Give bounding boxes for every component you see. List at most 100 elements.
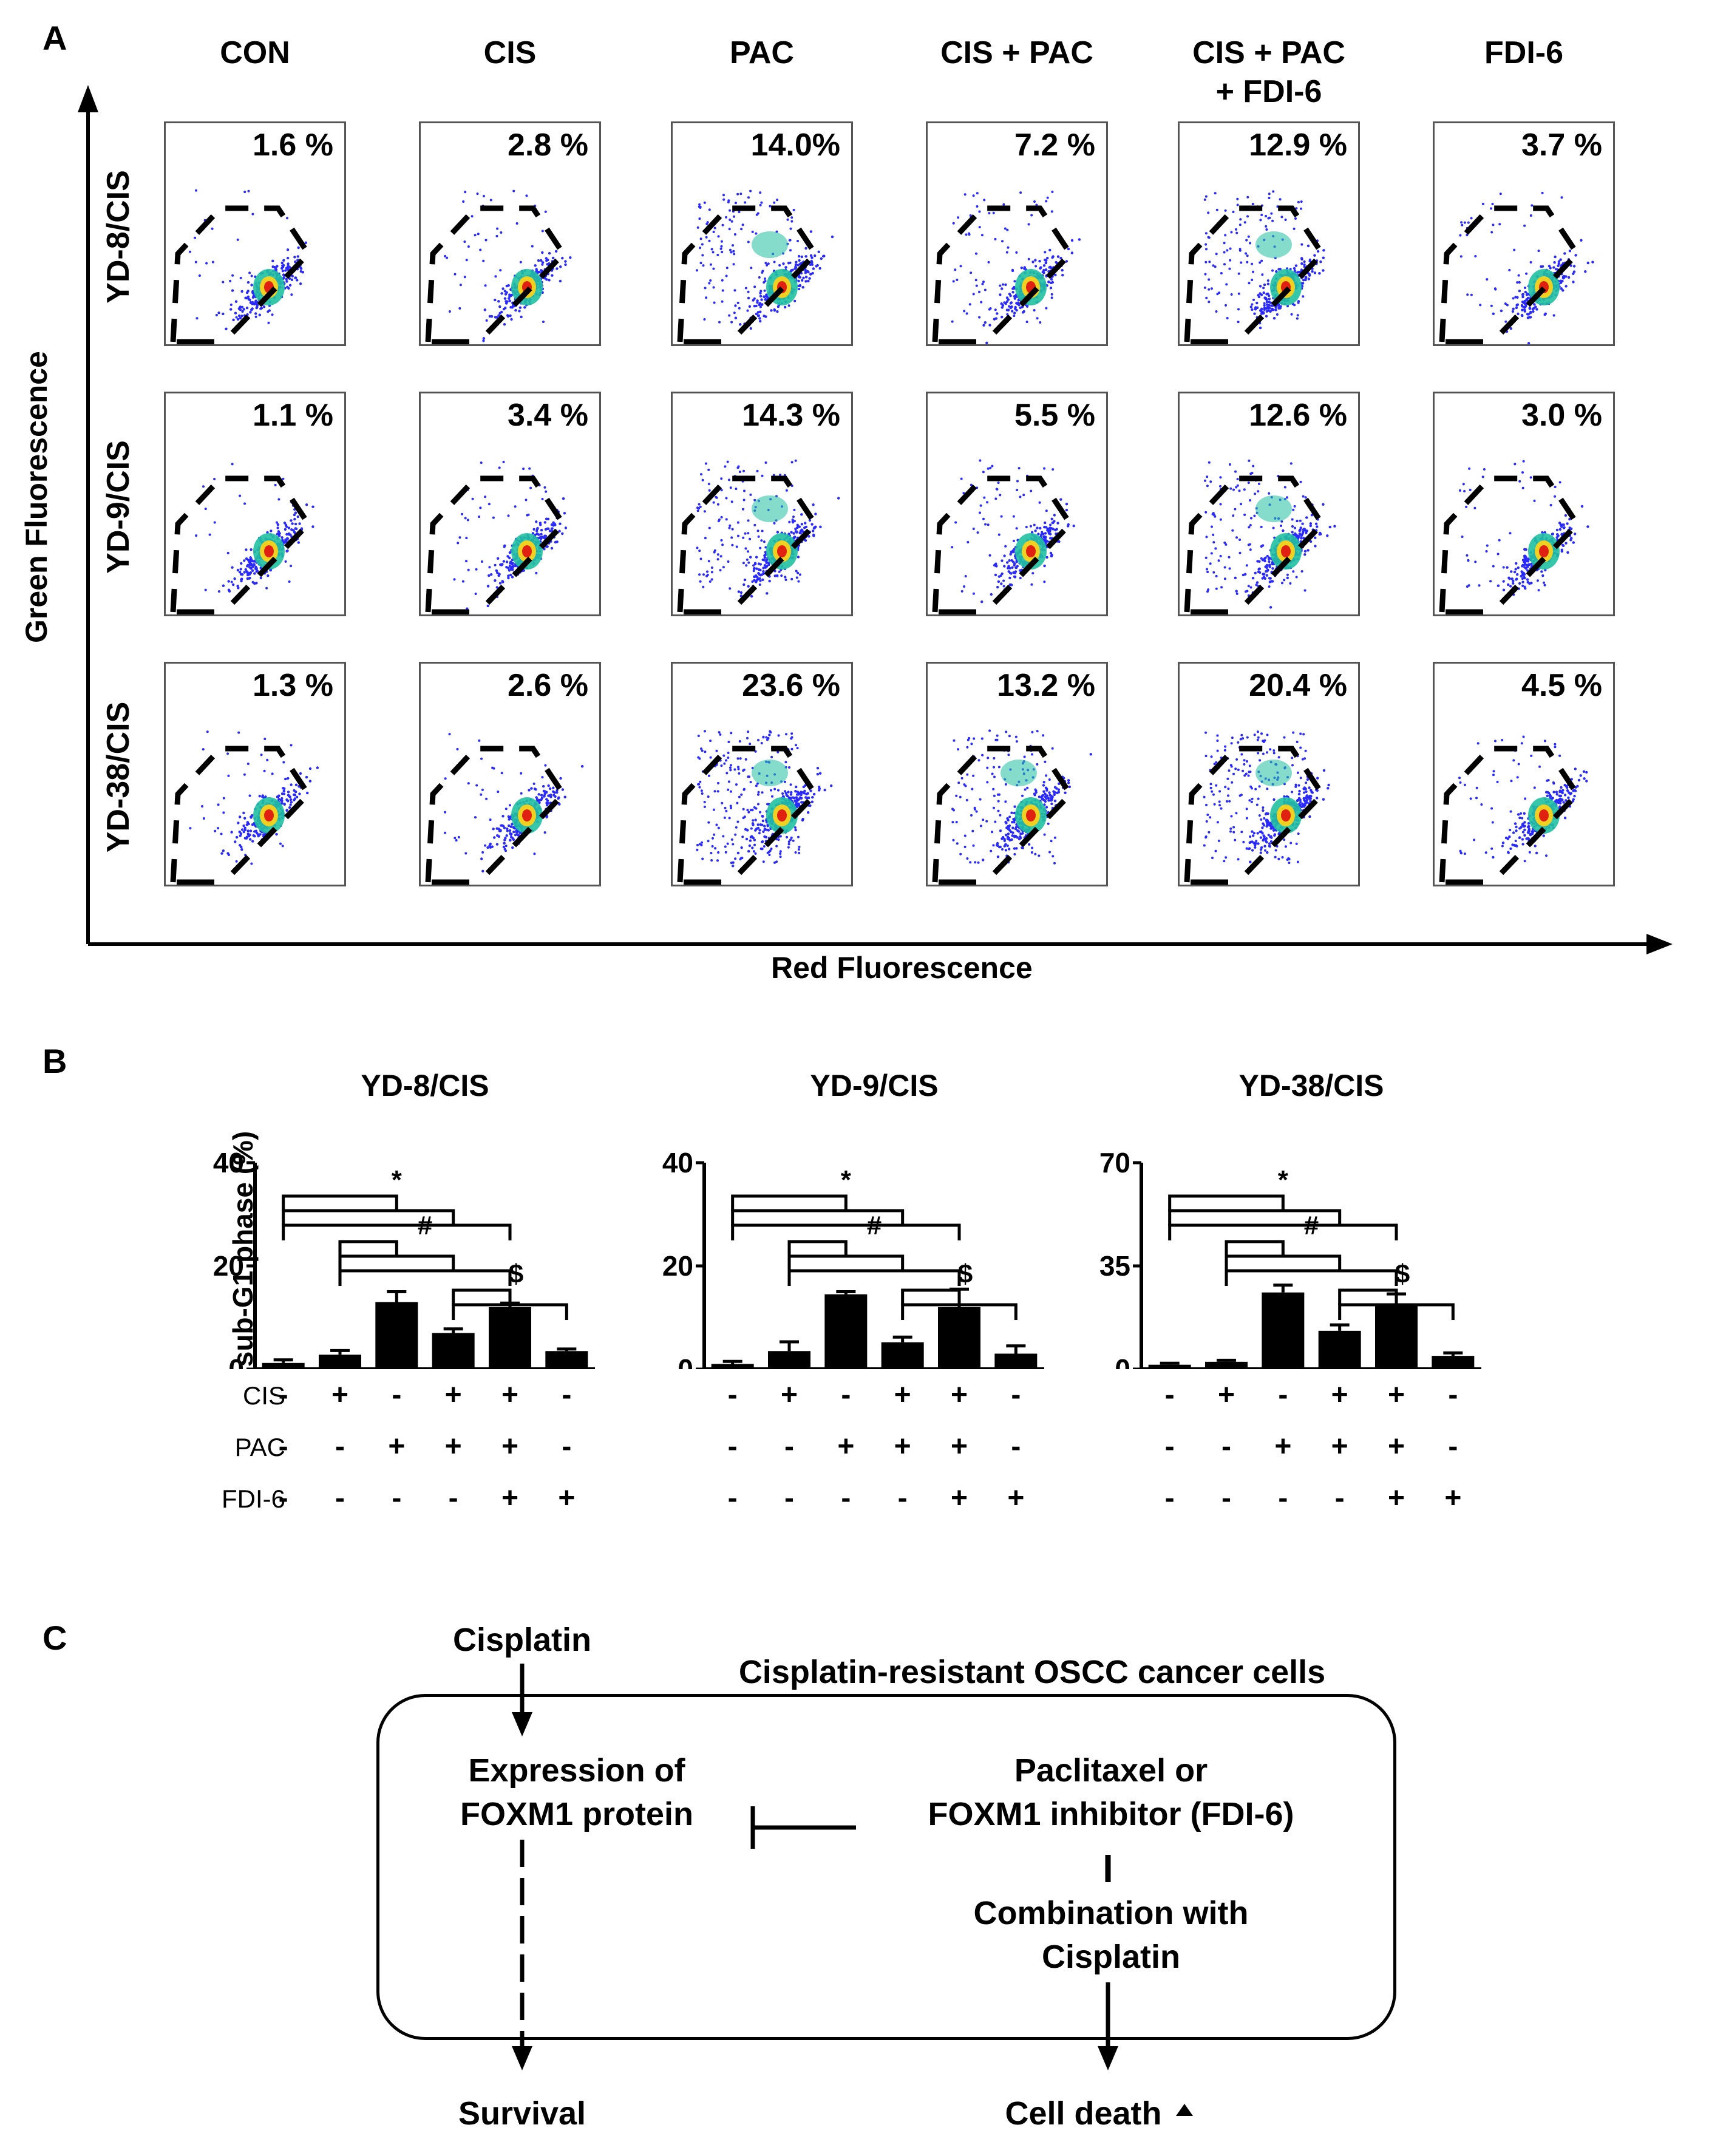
treatment-sign: - — [1278, 1379, 1288, 1411]
flow-cytometry-plot: 13.2 % — [926, 662, 1108, 886]
y-tick-label: 0 — [678, 1353, 693, 1369]
bar — [489, 1307, 531, 1369]
flow-cytometry-plot: 3.0 % — [1433, 392, 1615, 616]
treatment-sign: - — [841, 1379, 851, 1411]
significance-marker: $ — [958, 1259, 973, 1289]
treatment-sign: + — [950, 1430, 968, 1463]
treatment-sign: + — [1387, 1482, 1405, 1514]
treatment-sign: - — [278, 1482, 288, 1514]
significance-bracket — [731, 1209, 905, 1226]
percentage-label: 3.4 % — [508, 398, 588, 433]
significance-marker: * — [392, 1165, 403, 1195]
treatment-sign: - — [278, 1379, 288, 1411]
bar — [1432, 1356, 1475, 1369]
combination-label: Combination with Cisplatin — [868, 1891, 1354, 1979]
significance-bracket — [1168, 1223, 1398, 1240]
bar — [1375, 1304, 1418, 1369]
cell-death-label: Cell death — [947, 2092, 1251, 2135]
cisplatin-label: Cisplatin — [452, 1622, 592, 1658]
percentage-label: 14.0% — [750, 128, 840, 163]
treatment-sign: - — [897, 1482, 908, 1514]
cell-death-text: Cell death — [1005, 2095, 1162, 2132]
treatment-row-label: FDI-6 — [222, 1484, 285, 1513]
significance-bracket — [901, 1303, 1018, 1320]
treatment-sign: - — [1164, 1379, 1175, 1411]
treatment-sign: + — [444, 1430, 462, 1463]
treatment-sign: + — [1444, 1482, 1462, 1514]
bar — [432, 1333, 475, 1369]
flow-cytometry-plot: 1.1 % — [164, 392, 346, 616]
treatment-sign: - — [1448, 1430, 1458, 1463]
percentage-label: 4.5 % — [1521, 668, 1602, 703]
treatment-sign: - — [1164, 1482, 1175, 1514]
treatment-sign: - — [392, 1482, 402, 1514]
flow-cytometry-plot: 23.6 % — [671, 662, 853, 886]
significance-marker: # — [867, 1211, 882, 1240]
significance-marker: # — [1304, 1211, 1319, 1240]
bar-chart: YD-9/CIS 0 20 40 * # $ — [662, 1069, 1044, 1369]
significance-bracket — [452, 1288, 512, 1305]
chart-title: YD-38/CIS — [1239, 1069, 1384, 1103]
significance-bracket — [1338, 1303, 1455, 1320]
significance-marker: $ — [509, 1259, 523, 1289]
percentage-label: 23.6 % — [742, 668, 840, 703]
chart-title: YD-9/CIS — [810, 1069, 938, 1103]
treatment-sign: + — [1387, 1430, 1405, 1463]
significance-bracket — [731, 1194, 848, 1211]
treatment-sign: + — [501, 1379, 519, 1411]
significance-bracket — [731, 1223, 961, 1240]
column-title: FDI-6 — [1484, 35, 1563, 70]
treatment-sign: + — [894, 1379, 911, 1411]
flow-cytometry-plot: 7.2 % — [926, 121, 1108, 346]
y-tick-label: 70 — [1099, 1147, 1130, 1178]
flow-cytometry-plot: 20.4 % — [1178, 662, 1360, 886]
bar — [994, 1353, 1038, 1369]
treatment-sign: - — [1448, 1379, 1458, 1411]
treatment-sign: + — [501, 1482, 519, 1514]
treatment-sign: - — [335, 1482, 345, 1514]
treatment-sign: + — [1274, 1430, 1292, 1463]
treatment-sign: - — [562, 1430, 572, 1463]
flow-cytometry-plot: 3.7 % — [1433, 121, 1615, 346]
inhibitor-label: Paclitaxel or FOXM1 inhibitor (FDI-6) — [868, 1749, 1354, 1836]
significance-bracket — [338, 1240, 398, 1257]
significance-marker: $ — [1395, 1259, 1410, 1289]
significance-bracket — [282, 1194, 398, 1211]
treatment-sign: + — [1007, 1482, 1025, 1514]
significance-bracket — [1225, 1254, 1342, 1271]
significance-marker: * — [1278, 1165, 1289, 1195]
y-tick-label: 35 — [1099, 1250, 1130, 1282]
treatment-sign: - — [1011, 1430, 1021, 1463]
cell-death-arrow — [1098, 1982, 1118, 2070]
column-title: CIS + PAC + FDI-6 — [1192, 35, 1345, 109]
bar — [938, 1307, 980, 1369]
significance-bracket — [338, 1254, 455, 1271]
percentage-label: 3.7 % — [1521, 128, 1602, 163]
flow-cytometry-plot: 12.9 % — [1178, 121, 1360, 346]
treatment-sign: + — [388, 1430, 406, 1463]
treatment-sign: - — [278, 1430, 288, 1463]
treatment-sign: - — [562, 1379, 572, 1411]
percentage-label: 14.3 % — [742, 398, 840, 433]
treatment-sign: + — [780, 1379, 798, 1411]
up-arrow-icon — [1175, 2103, 1193, 2116]
survival-arrow — [512, 1840, 532, 2070]
panel-c-label: C — [42, 1619, 67, 1657]
percentage-label: 13.2 % — [997, 668, 1095, 703]
treatment-sign: + — [1387, 1379, 1405, 1411]
bar — [262, 1362, 305, 1369]
survival-label: Survival — [458, 2095, 586, 2132]
percentage-label: 1.1 % — [253, 398, 333, 433]
bar — [545, 1351, 588, 1369]
column-title: CIS — [483, 35, 537, 70]
percentage-label: 1.3 % — [253, 668, 333, 703]
significance-bracket — [787, 1254, 905, 1271]
treatment-sign: + — [1331, 1379, 1348, 1411]
bar — [711, 1364, 754, 1369]
treatment-sign: - — [1221, 1430, 1231, 1463]
significance-bracket — [787, 1240, 848, 1257]
flow-cytometry-plot: 12.6 % — [1178, 392, 1360, 616]
treatment-sign: - — [841, 1482, 851, 1514]
treatment-sign: - — [727, 1379, 738, 1411]
treatment-sign: + — [558, 1482, 576, 1514]
